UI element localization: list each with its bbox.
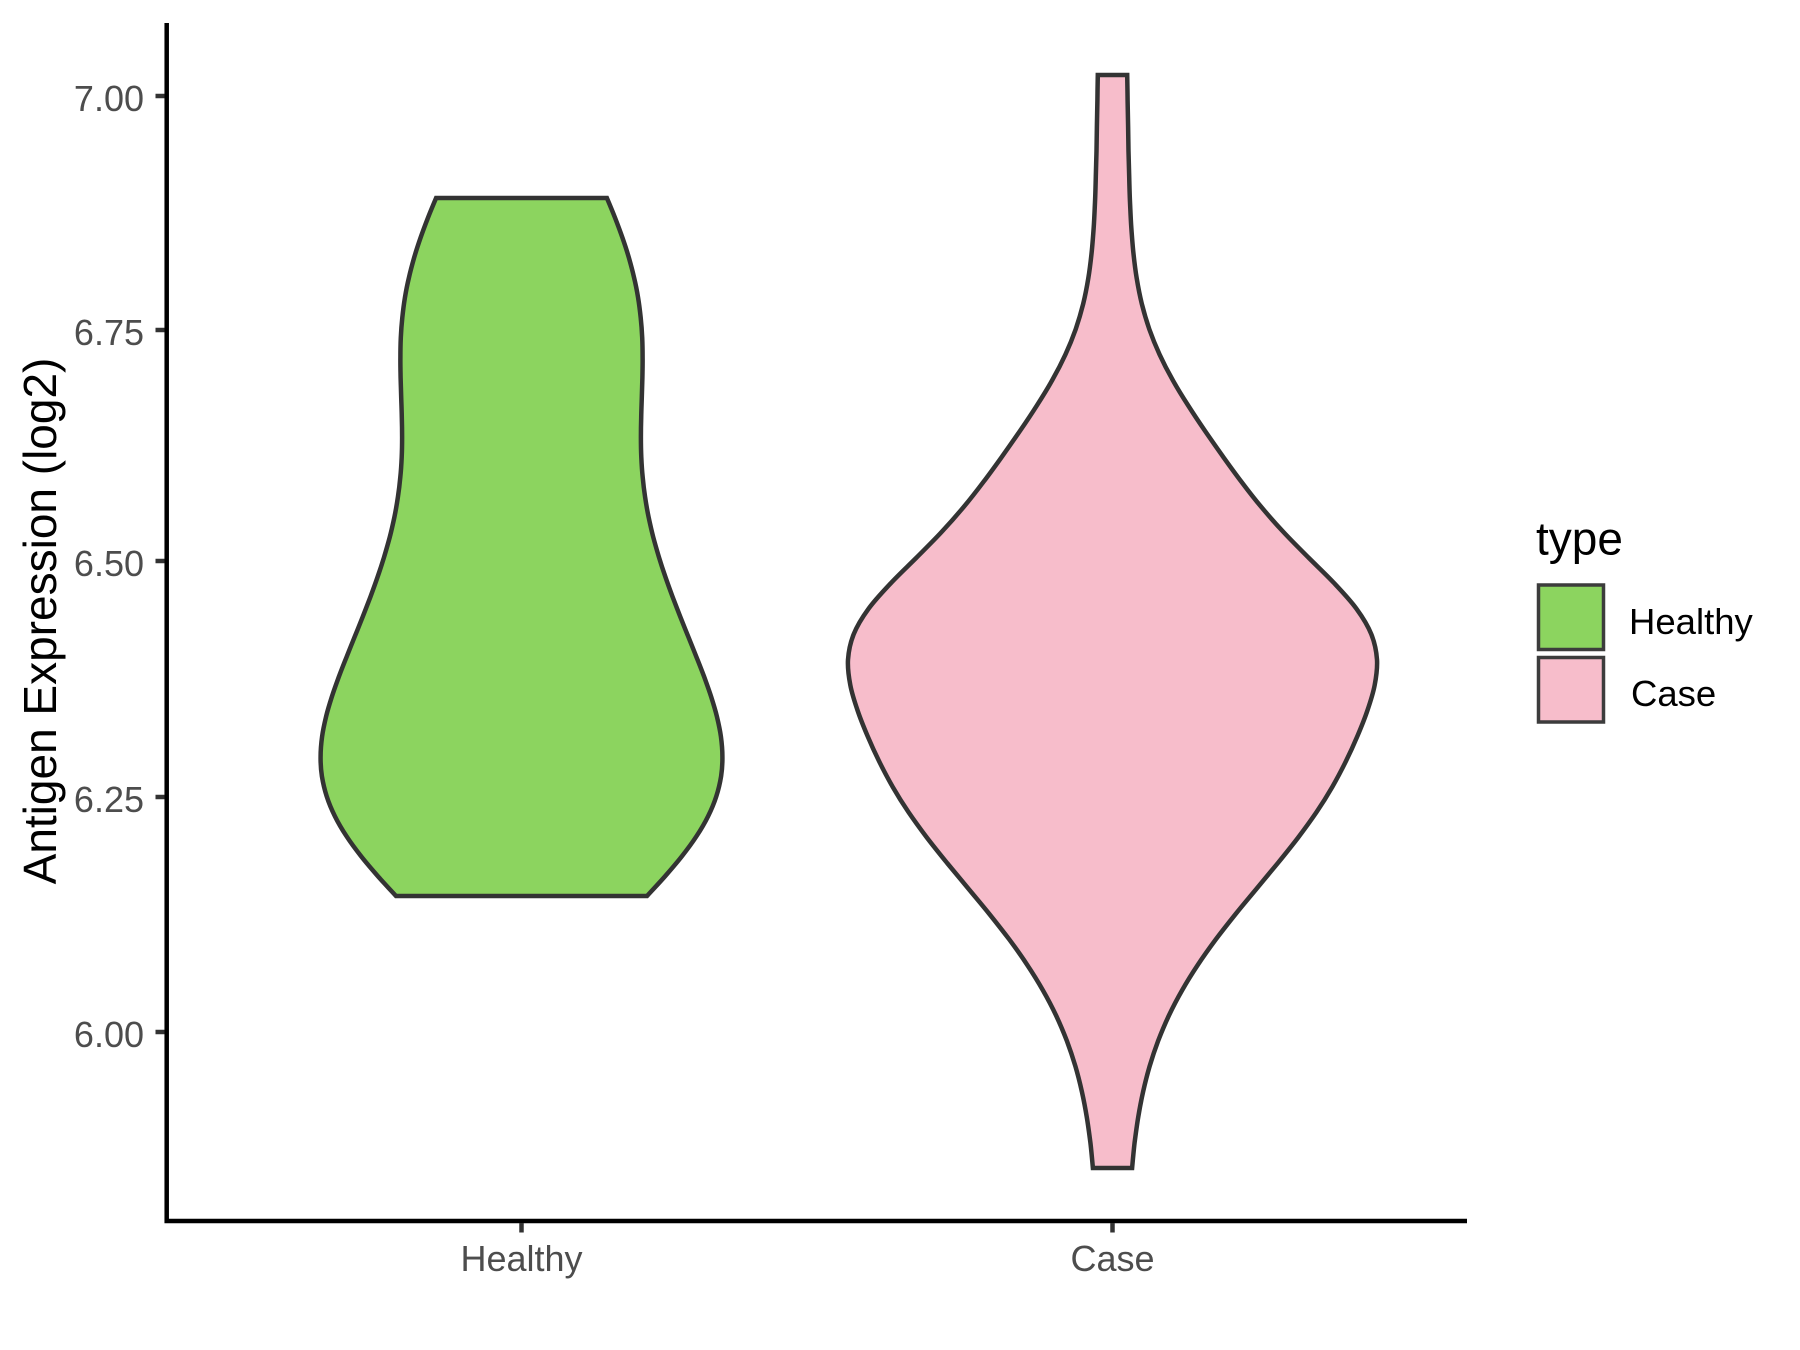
svg-text:7.00: 7.00 [74, 78, 144, 119]
svg-text:Case: Case [1631, 673, 1716, 714]
svg-text:type: type [1536, 513, 1623, 565]
svg-text:Healthy: Healthy [460, 1238, 582, 1279]
svg-text:Case: Case [1070, 1238, 1154, 1279]
svg-text:Healthy: Healthy [1629, 601, 1754, 642]
svg-text:6.25: 6.25 [74, 779, 144, 820]
svg-text:6.50: 6.50 [74, 543, 144, 584]
svg-text:6.75: 6.75 [74, 312, 144, 353]
svg-text:Antigen Expression (log2): Antigen Expression (log2) [14, 358, 66, 885]
svg-text:6.00: 6.00 [74, 1014, 144, 1055]
